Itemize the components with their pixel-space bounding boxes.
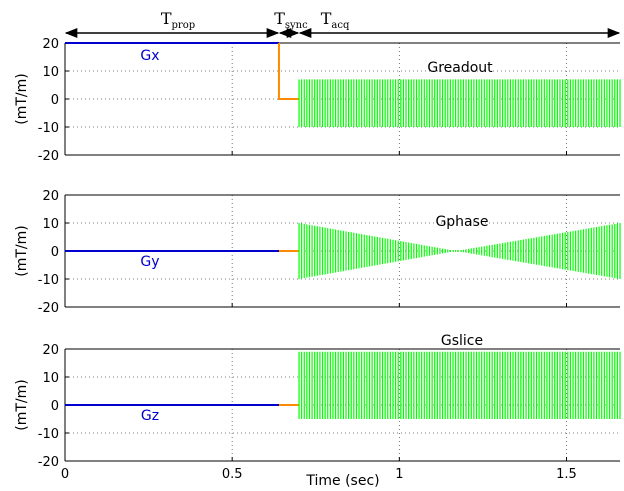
- y-tick-label: 20: [42, 37, 59, 52]
- series-gslice: [298, 351, 621, 419]
- x-axis-label: Time (sec): [305, 473, 379, 489]
- timing-label-sub: acq: [331, 20, 350, 31]
- timing-label-sync: Tsync: [274, 9, 308, 31]
- y-axis-label: (mT/m): [14, 225, 30, 276]
- panel-1: 20 10 0 -10 -20 (mT/m) Gx Greadout: [14, 37, 621, 164]
- x-tick-label: 0.5: [222, 467, 243, 482]
- y-tick-label: 20: [42, 189, 59, 204]
- x-tick-label: 1.5: [556, 467, 577, 482]
- y-tick-label: 0: [51, 93, 59, 108]
- y-axis-label: (mT/m): [14, 379, 30, 430]
- transition-segment: [277, 43, 300, 100]
- y-tick-label: 10: [42, 217, 59, 232]
- y-tick-label: -10: [38, 427, 59, 442]
- timing-label-main: T: [321, 9, 332, 28]
- series-label-gz: Gz: [141, 408, 159, 424]
- y-tick-label: -20: [38, 149, 59, 164]
- timing-label-acq: Tacq: [321, 9, 350, 31]
- series-greadout: [298, 79, 621, 127]
- y-tick-label: 10: [42, 371, 59, 386]
- timing-label-sub: sync: [285, 20, 308, 31]
- panel-3: 20 10 0 -10 -20 (mT/m) Gz Gslice: [14, 333, 621, 470]
- x-tick-label: 0: [61, 467, 69, 482]
- y-tick-label: -10: [38, 273, 59, 288]
- series-label-gx: Gx: [140, 48, 159, 64]
- series-gphase: [298, 223, 621, 279]
- x-tick-label: 1: [395, 467, 403, 482]
- timing-label-prop: Tprop: [161, 9, 195, 31]
- y-tick-label: -10: [38, 121, 59, 136]
- series-label-gslice: Gslice: [441, 333, 483, 349]
- y-tick-label: -20: [38, 301, 59, 316]
- y-axis-label: (mT/m): [14, 73, 30, 124]
- y-tick-label: 20: [42, 343, 59, 358]
- y-tick-label: 10: [42, 65, 59, 80]
- timing-label-main: T: [274, 9, 285, 28]
- timing-label-sub: prop: [172, 20, 196, 31]
- y-tick-label: 0: [51, 245, 59, 260]
- series-label-gphase: Gphase: [435, 214, 488, 230]
- y-tick-label: 0: [51, 399, 59, 414]
- panel-2: 20 10 0 -10 -20 (mT/m) Gy Gphase: [14, 189, 621, 316]
- series-label-gy: Gy: [140, 254, 159, 270]
- series-label-greadout: Greadout: [427, 60, 493, 76]
- y-tick-label: -20: [38, 455, 59, 470]
- timing-label-main: T: [161, 9, 172, 28]
